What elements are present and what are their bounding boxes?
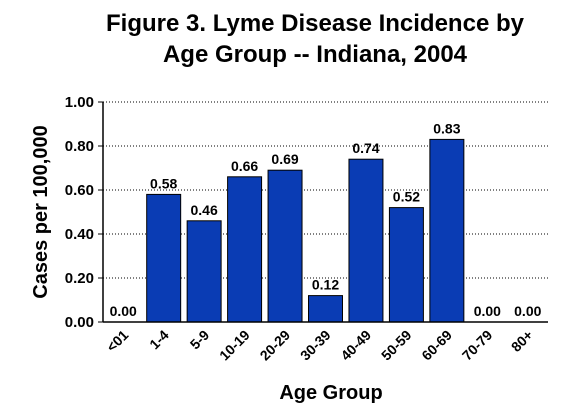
data-label: 0.58: [150, 175, 177, 191]
data-label: 0.00: [110, 303, 137, 319]
data-label: 0.46: [191, 202, 218, 218]
data-label: 0.00: [474, 303, 501, 319]
bar: [348, 158, 384, 323]
bar: [267, 169, 303, 323]
x-tick-label: 80+: [508, 327, 536, 355]
x-tick-label: 1-4: [146, 327, 172, 353]
x-tick-label: 5-9: [187, 327, 213, 353]
data-label: 0.83: [433, 120, 460, 136]
x-tick-label: 40-49: [337, 327, 374, 364]
x-tick-label: 30-39: [297, 327, 334, 364]
axes: [98, 101, 548, 323]
gridlines: [103, 101, 548, 279]
data-label: 0.52: [393, 189, 420, 205]
y-tick-labels: 0.00 0.20 0.40 0.60 0.80 1.00: [65, 94, 94, 331]
chart-title: Figure 3. Lyme Disease Incidence by Age …: [106, 10, 525, 68]
bar: [429, 138, 465, 323]
data-label: 0.66: [231, 158, 258, 174]
y-tick-label: 0.40: [65, 226, 94, 243]
x-axis-title: Age Group: [279, 382, 382, 404]
x-tick-label: 50-59: [378, 327, 415, 364]
x-tick-label: 70-79: [459, 327, 496, 364]
x-tick-label: 10-19: [216, 327, 253, 364]
y-tick-label: 0.60: [65, 182, 94, 199]
y-tick-label: 0.00: [65, 314, 94, 331]
bar: [388, 207, 424, 323]
y-tick-label: 0.20: [65, 270, 94, 287]
chart-title-line-2: Age Group -- Indiana, 2004: [163, 41, 468, 68]
data-label: 0.00: [514, 303, 541, 319]
chart-title-line-1: Figure 3. Lyme Disease Incidence by: [106, 10, 525, 37]
x-tick-label: 60-69: [418, 327, 455, 364]
bar: [308, 295, 343, 323]
bar: [186, 220, 222, 323]
y-tick-label: 0.80: [65, 138, 94, 155]
x-tick-labels: <01 1-4 5-9 10-19 20-29 30-39 40-49 50-59 60-69 7…: [103, 327, 536, 364]
y-axis-title: Cases per 100,000: [30, 125, 52, 298]
data-label: 0.12: [312, 277, 339, 293]
data-label: 0.74: [352, 140, 379, 156]
bar: [227, 176, 263, 323]
y-tick-label: 1.00: [65, 94, 94, 111]
bar: [146, 193, 182, 323]
x-tick-label: 20-29: [257, 327, 294, 364]
data-labels: 0.00 0.58 0.46 0.66 0.69 0.12 0.74 0.52 0.83 0.00…: [110, 120, 542, 319]
bars: [146, 138, 465, 323]
x-tick-label: <01: [103, 327, 131, 355]
data-label: 0.69: [271, 151, 298, 167]
